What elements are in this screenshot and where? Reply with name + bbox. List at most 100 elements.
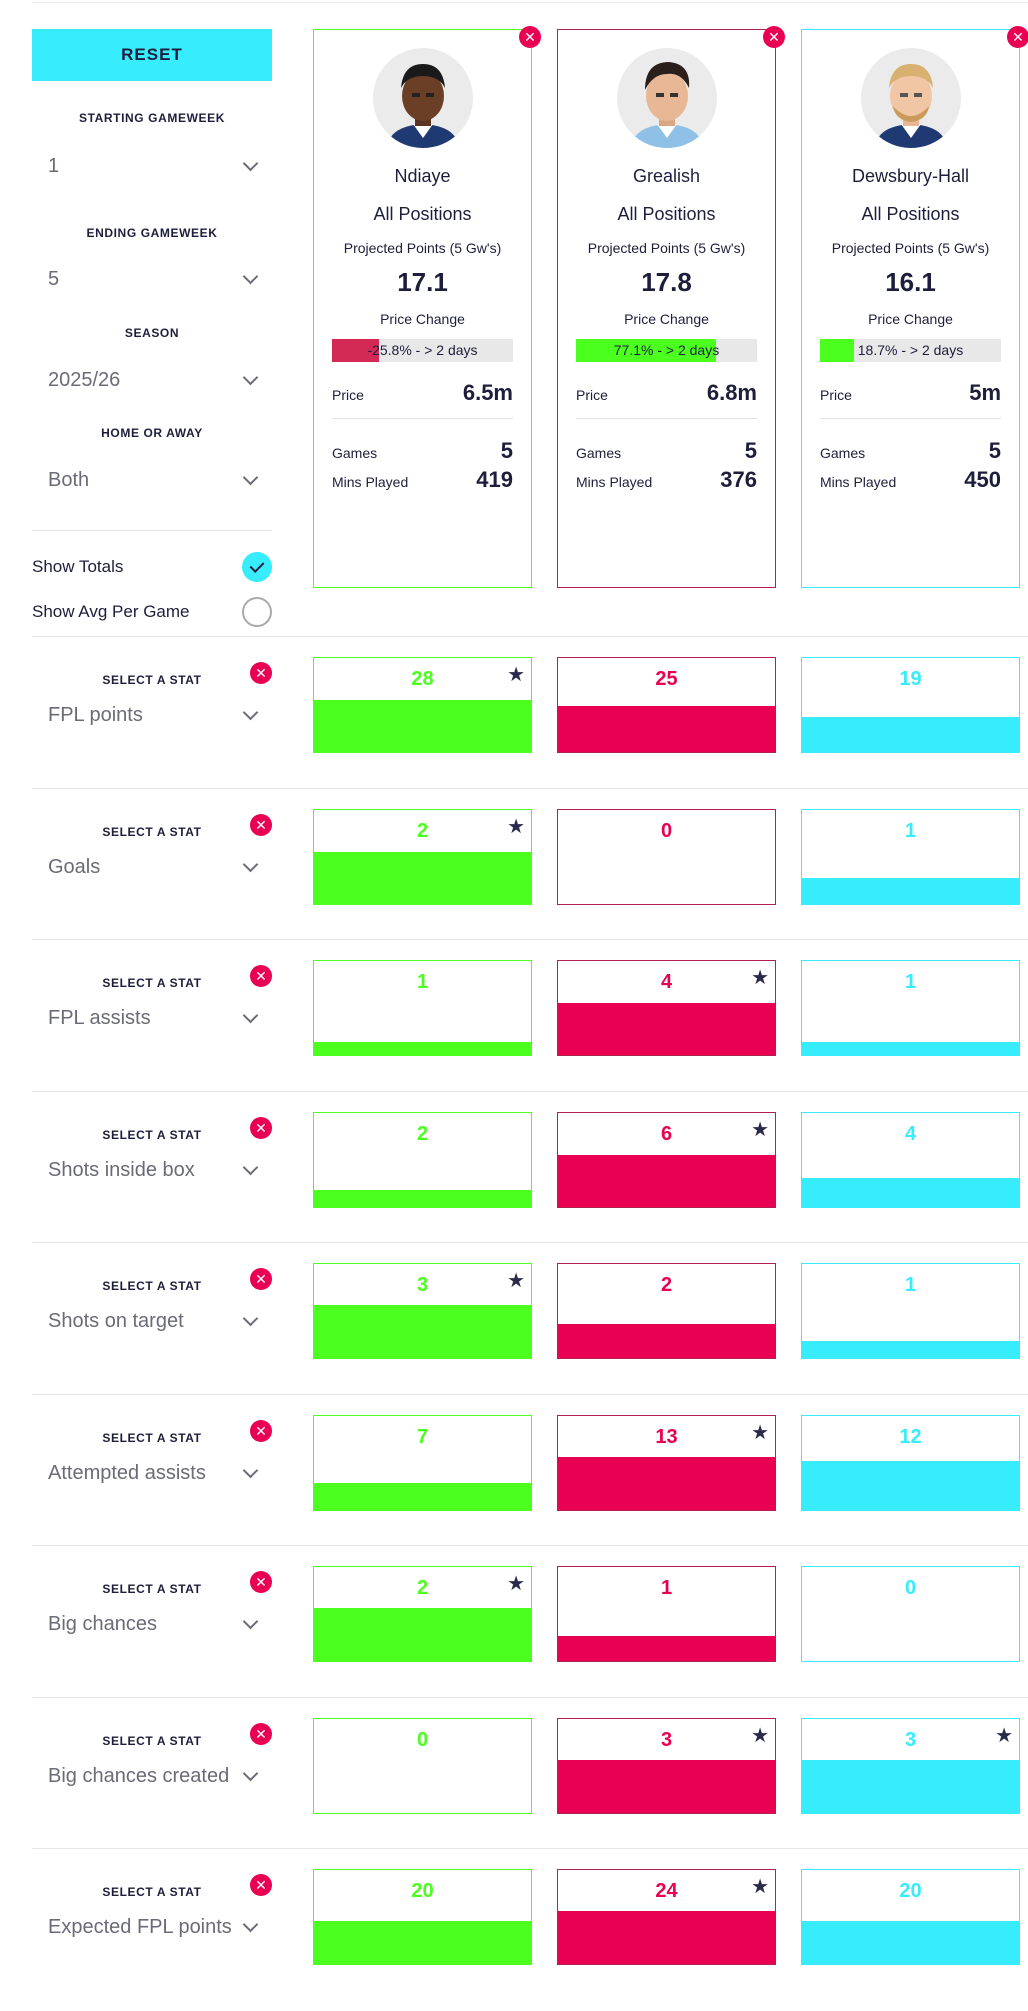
projected-points-label: Projected Points (5 Gw's) [587,240,746,256]
ending-gameweek-value: 5 [48,267,60,290]
player-name: Ndiaye [394,166,451,186]
stat-value-box: 1 [801,960,1020,1056]
stat-select-value: Big chances [48,1612,157,1635]
stat-select[interactable]: Big chances created [48,1761,264,1791]
show-avg-radio[interactable] [242,597,272,627]
select-stat-label: SELECT A STAT [102,1128,202,1142]
season-select[interactable]: 2025/26 [48,360,264,400]
player-avatar [861,48,961,148]
select-stat-label: SELECT A STAT [102,673,202,687]
stat-row-divider [32,1697,1028,1698]
stat-select[interactable]: Goals [48,852,264,882]
remove-player-icon[interactable]: ✕ [1007,26,1028,48]
show-totals-radio[interactable] [242,552,272,582]
price-change-bar: -25.8% - > 2 days [332,339,513,362]
stat-row-divider [32,939,1028,940]
star-icon: ★ [507,1270,525,1292]
price-change-label: Price Change [380,311,465,327]
stat-select[interactable]: FPL assists [48,1003,264,1033]
player-position: All Positions [861,204,960,224]
mins-label: Mins Played [820,474,897,490]
stat-value-box: 24 ★ [557,1869,776,1965]
stat-value: 12 [899,1426,922,1448]
stat-select[interactable]: Shots inside box [48,1155,264,1185]
stat-select[interactable]: Expected FPL points [48,1912,264,1942]
price-label: Price [820,387,852,403]
player-position: All Positions [373,204,472,224]
stat-value-box: 2 [557,1263,776,1359]
stat-value-box: 7 [313,1415,532,1511]
remove-player-icon[interactable]: ✕ [519,26,541,48]
stat-value-box: 1 [801,809,1020,905]
remove-stat-icon[interactable]: ✕ [250,1723,272,1745]
home-away-select[interactable]: Both [48,460,264,500]
stat-bar-fill [802,1461,1019,1510]
stat-bar-fill [802,1920,1019,1964]
stat-value: 2 [416,1123,429,1145]
stat-select[interactable]: Attempted assists [48,1458,264,1488]
stat-value: 3 [904,1729,917,1751]
remove-stat-icon[interactable]: ✕ [250,965,272,987]
stat-select[interactable]: FPL points [48,700,264,730]
remove-stat-icon[interactable]: ✕ [250,1571,272,1593]
stat-bar-fill [558,1155,775,1207]
stat-value: 6 [660,1123,673,1145]
star-icon: ★ [751,1725,769,1747]
stat-value-box: 1 [557,1566,776,1662]
stat-value: 24 [655,1880,678,1902]
player-avatar [617,48,717,148]
star-icon: ★ [507,816,525,838]
ending-gameweek-select[interactable]: 5 [48,259,264,299]
mins-label: Mins Played [576,474,653,490]
remove-stat-icon[interactable]: ✕ [250,1268,272,1290]
player-name: Dewsbury-Hall [851,166,970,186]
stat-bar-fill [802,717,1019,752]
stat-value-box: 19 [801,657,1020,753]
show-avg-option[interactable]: Show Avg Per Game [32,596,272,628]
stat-select[interactable]: Big chances [48,1609,264,1639]
remove-stat-icon[interactable]: ✕ [250,1117,272,1139]
remove-stat-icon[interactable]: ✕ [250,814,272,836]
stat-bar-fill [558,1911,775,1964]
chevron-down-icon [242,1916,259,1932]
projected-points-value: 17.1 [397,267,448,297]
stat-bar-fill [558,1635,775,1661]
player-name: Grealish [632,166,701,186]
stat-select[interactable]: Shots on target [48,1306,264,1336]
price-change-text: 18.7% - > 2 days [857,342,964,358]
star-icon: ★ [751,1119,769,1141]
remove-stat-icon[interactable]: ✕ [250,662,272,684]
stat-value-box: 2 ★ [313,809,532,905]
reset-button[interactable]: RESET [32,29,272,81]
price-row: Price 6.5m [332,380,513,406]
stat-bar-fill [314,1608,531,1661]
select-stat-label: SELECT A STAT [102,1431,202,1445]
price-change-fill [332,339,379,362]
stat-value: 20 [411,1880,434,1902]
remove-stat-icon[interactable]: ✕ [250,1874,272,1896]
show-totals-option[interactable]: Show Totals [32,551,272,583]
star-icon: ★ [751,1422,769,1444]
stat-select-value: FPL assists [48,1006,151,1029]
stat-value-box: 3 ★ [313,1263,532,1359]
stat-value: 0 [904,1577,917,1599]
stat-value-box: 0 [313,1718,532,1814]
starting-gameweek-select[interactable]: 1 [48,146,264,186]
stat-bar-fill [314,1482,531,1510]
stat-value-box: 20 [313,1869,532,1965]
stat-select-value: Expected FPL points [48,1915,232,1938]
stat-value: 0 [416,1729,429,1751]
stat-value: 0 [660,820,673,842]
remove-stat-icon[interactable]: ✕ [250,1420,272,1442]
stat-bar-fill [558,1324,775,1358]
price-change-label: Price Change [868,311,953,327]
price-value: 5m [969,380,1001,405]
price-change-label: Price Change [624,311,709,327]
remove-player-icon[interactable]: ✕ [763,26,785,48]
projected-points-label: Projected Points (5 Gw's) [343,240,502,256]
season-label: SEASON [124,326,180,340]
stat-bar-fill [802,1760,1019,1813]
stat-value: 2 [416,1577,429,1599]
projected-points-value: 17.8 [641,267,692,297]
show-totals-label: Show Totals [32,557,124,576]
